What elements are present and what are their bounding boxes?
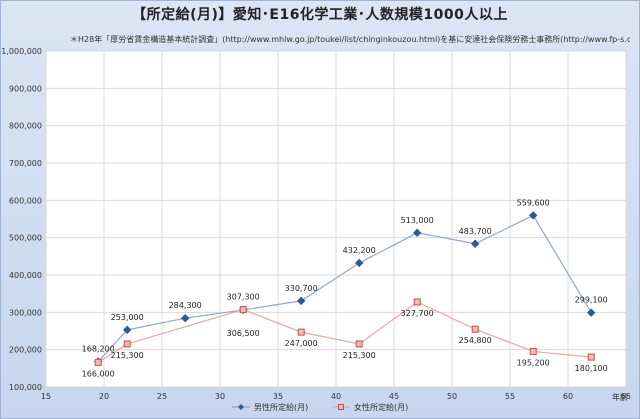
- x-axis-ticks: 15 20 25 30 35 40 45 50 55 60 65: [41, 392, 631, 401]
- data-labels: 168,200 253,000 284,300 306,500 330,700 432,2…: [82, 198, 608, 378]
- y-tick-label: 200,000: [9, 346, 42, 355]
- data-point: [471, 325, 479, 333]
- y-tick-label: 700,000: [9, 159, 42, 168]
- data-label: 306,500: [227, 329, 260, 338]
- source-note: ＊H28年「厚労省賃金構造基本統計調査」(http://www.mhlw.go.…: [70, 35, 630, 44]
- data-point: [239, 306, 247, 314]
- legend-marker: [238, 404, 244, 410]
- data-label: 195,200: [517, 358, 550, 367]
- data-label: 166,000: [82, 369, 115, 378]
- data-point: [413, 298, 421, 306]
- data-label: 247,000: [285, 339, 318, 348]
- data-point: [354, 258, 364, 268]
- data-label: 253,000: [111, 313, 144, 322]
- data-label: 330,700: [285, 284, 318, 293]
- x-tick-label: 50: [447, 392, 457, 401]
- data-point: [587, 353, 595, 361]
- data-label: 284,300: [169, 301, 202, 310]
- y-tick-label: 600,000: [9, 196, 42, 205]
- data-point: [586, 308, 596, 317]
- data-label: 215,300: [343, 351, 376, 360]
- y-tick-label: 500,000: [9, 234, 42, 243]
- data-label: 483,700: [459, 227, 492, 236]
- data-point: [180, 313, 190, 323]
- data-label: 513,000: [401, 216, 434, 225]
- data-label: 168,200: [82, 345, 115, 354]
- y-tick-label: 100,000: [9, 383, 42, 392]
- x-tick-label: 25: [157, 392, 167, 401]
- data-point: [122, 325, 132, 335]
- legend: 男性所定給(月) 女性所定給(月): [232, 402, 408, 412]
- data-point: [94, 358, 102, 366]
- legend-marker: [338, 404, 344, 410]
- x-tick-label: 15: [41, 392, 51, 401]
- x-tick-label: 55: [505, 392, 515, 401]
- data-label: 327,700: [401, 309, 434, 318]
- data-point: [412, 228, 422, 238]
- x-tick-label: 35: [273, 392, 283, 401]
- data-label: 180,100: [575, 364, 608, 373]
- data-label: 215,300: [111, 351, 144, 360]
- y-tick-label: 800,000: [9, 122, 42, 131]
- data-label: 432,200: [343, 246, 376, 255]
- series-layer: [93, 211, 596, 366]
- y-tick-label: 1,000,000: [1, 47, 42, 56]
- x-tick-label: 40: [331, 392, 341, 401]
- y-axis-ticks: 100,000 200,000 300,000 400,000 500,000 600,0…: [1, 47, 42, 392]
- data-point: [529, 347, 537, 355]
- data-label: 307,300: [227, 293, 260, 302]
- data-point: [470, 239, 480, 248]
- x-axis-label: 年齢: [612, 392, 628, 402]
- x-tick-label: 45: [389, 392, 399, 401]
- chart-title: 【所定給(月)】愛知･E16化学工業･人数規模1000人以上: [132, 7, 508, 23]
- data-point: [123, 340, 131, 348]
- data-point: [297, 328, 305, 336]
- legend-label: 男性所定給(月): [254, 402, 308, 412]
- data-point: [528, 211, 538, 220]
- x-tick-label: 60: [563, 392, 573, 401]
- data-label: 254,800: [459, 336, 492, 345]
- x-tick-label: 20: [99, 392, 109, 401]
- data-point: [355, 340, 363, 348]
- data-label: 299,100: [575, 296, 608, 305]
- data-label: 559,600: [517, 198, 550, 207]
- y-tick-label: 300,000: [9, 308, 42, 317]
- y-tick-label: 400,000: [9, 271, 42, 280]
- x-tick-label: 30: [215, 392, 225, 401]
- x-tick-label: 65: [621, 392, 631, 401]
- legend-label: 女性所定給(月): [354, 402, 408, 412]
- y-tick-label: 900,000: [9, 84, 42, 93]
- series-line: [97, 214, 592, 362]
- data-point: [296, 296, 306, 306]
